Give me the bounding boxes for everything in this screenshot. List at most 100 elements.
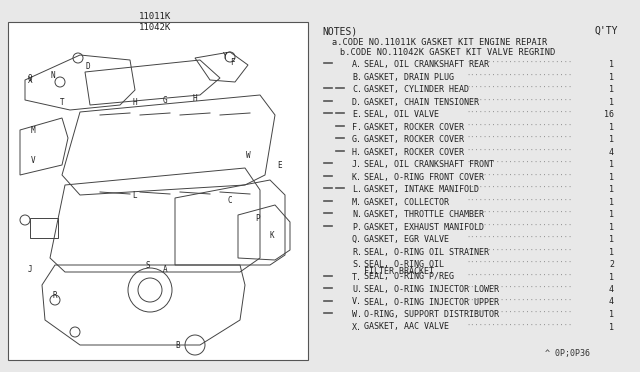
Text: M.: M. — [352, 198, 362, 206]
Text: F: F — [230, 58, 234, 67]
Text: ^ 0P;0P36: ^ 0P;0P36 — [545, 349, 590, 358]
Text: GASKET, THROTTLE CHAMBER: GASKET, THROTTLE CHAMBER — [364, 210, 484, 219]
Text: 11011K
11042K: 11011K 11042K — [139, 12, 171, 32]
Text: L.: L. — [352, 185, 362, 194]
Text: Q'TY: Q'TY — [595, 26, 618, 36]
Text: ·························: ························· — [466, 135, 572, 141]
Text: R.: R. — [352, 247, 362, 257]
Text: GASKET, CHAIN TENSIONER: GASKET, CHAIN TENSIONER — [364, 97, 479, 106]
Text: 1: 1 — [609, 173, 614, 182]
Text: H: H — [132, 97, 138, 106]
Text: GASKET, EXHAUST MANIFOLD: GASKET, EXHAUST MANIFOLD — [364, 222, 484, 231]
Text: T: T — [60, 97, 64, 106]
Text: F.: F. — [352, 122, 362, 131]
Text: GASKET, COLLECTOR: GASKET, COLLECTOR — [364, 198, 449, 206]
Text: NOTES): NOTES) — [322, 26, 357, 36]
Text: ·························: ························· — [466, 173, 572, 179]
Text: J.: J. — [352, 160, 362, 169]
Text: SEAL, O-RING OIL STRAINER: SEAL, O-RING OIL STRAINER — [364, 247, 489, 257]
Text: ·························: ························· — [466, 110, 572, 116]
Text: X: X — [28, 76, 32, 84]
Text: 1: 1 — [609, 198, 614, 206]
Text: ·························: ························· — [466, 85, 572, 91]
Text: SEAL, O-RING INJECTOR UPPER: SEAL, O-RING INJECTOR UPPER — [364, 298, 499, 307]
Text: Q.: Q. — [352, 235, 362, 244]
Text: U.: U. — [352, 285, 362, 294]
Text: b.CODE NO.11042K GASKET KIT VALVE REGRIND: b.CODE NO.11042K GASKET KIT VALVE REGRIN… — [340, 48, 556, 57]
Text: K.: K. — [352, 173, 362, 182]
Text: X.: X. — [352, 323, 362, 331]
Text: SEAL, O-RING P/REG: SEAL, O-RING P/REG — [364, 273, 454, 282]
Text: GASKET, ROCKER COVER: GASKET, ROCKER COVER — [364, 122, 464, 131]
Text: 4: 4 — [609, 285, 614, 294]
Text: H: H — [193, 93, 197, 103]
Text: 1: 1 — [609, 73, 614, 81]
Text: ·························: ························· — [466, 73, 572, 78]
Text: SEAL, OIL CRANKSHAFT FRONT: SEAL, OIL CRANKSHAFT FRONT — [364, 160, 494, 169]
Text: GASKET, ROCKER COVER: GASKET, ROCKER COVER — [364, 148, 464, 157]
Text: ·························: ························· — [466, 160, 572, 166]
Bar — [8, 22, 308, 360]
Text: 1: 1 — [609, 247, 614, 257]
Text: W.: W. — [352, 310, 362, 319]
Text: SEAL, O-RING FRONT COVER: SEAL, O-RING FRONT COVER — [364, 173, 484, 182]
Text: 4: 4 — [609, 148, 614, 157]
Text: GASKET, AAC VALVE: GASKET, AAC VALVE — [364, 323, 449, 331]
Text: Y: Y — [223, 51, 227, 61]
Text: 1: 1 — [609, 235, 614, 244]
Text: GASKET, EGR VALVE: GASKET, EGR VALVE — [364, 235, 449, 244]
Text: M: M — [31, 125, 35, 135]
Text: 1: 1 — [609, 310, 614, 319]
Text: 1: 1 — [609, 60, 614, 69]
Text: GASKET, DRAIN PLUG: GASKET, DRAIN PLUG — [364, 73, 454, 81]
Text: 16: 16 — [604, 110, 614, 119]
Text: G.: G. — [352, 135, 362, 144]
Text: GASKET, INTAKE MANIFOLD: GASKET, INTAKE MANIFOLD — [364, 185, 479, 194]
Text: N.: N. — [352, 210, 362, 219]
Text: O-RING, SUPPORT DISTRIBUTOR: O-RING, SUPPORT DISTRIBUTOR — [364, 310, 499, 319]
Text: GASKET, ROCKER COVER: GASKET, ROCKER COVER — [364, 135, 464, 144]
Text: SEAL, OIL CRANKSHAFT REAR: SEAL, OIL CRANKSHAFT REAR — [364, 60, 489, 69]
Text: N: N — [51, 71, 55, 80]
Text: D.: D. — [352, 97, 362, 106]
Text: ·························: ························· — [466, 285, 572, 291]
Text: Q: Q — [28, 74, 32, 83]
Text: 2: 2 — [609, 260, 614, 269]
Text: S: S — [146, 260, 150, 269]
Text: ·························: ························· — [466, 148, 572, 154]
Text: ·························: ························· — [466, 247, 572, 253]
Text: 1: 1 — [609, 185, 614, 194]
Text: ·························: ························· — [466, 273, 572, 279]
Text: E.: E. — [352, 110, 362, 119]
Text: T.: T. — [352, 273, 362, 282]
Text: FILTER BRACKET: FILTER BRACKET — [364, 267, 434, 276]
Text: 1: 1 — [609, 97, 614, 106]
Text: D: D — [86, 61, 90, 71]
Text: ·························: ························· — [466, 235, 572, 241]
Text: ·························: ························· — [466, 298, 572, 304]
Text: GASKET, CYLINDER HEAD: GASKET, CYLINDER HEAD — [364, 85, 469, 94]
Text: A.: A. — [352, 60, 362, 69]
Text: 1: 1 — [609, 222, 614, 231]
Text: SEAL, O-RING OIL: SEAL, O-RING OIL — [364, 260, 444, 269]
Text: 1: 1 — [609, 323, 614, 331]
Text: G: G — [163, 96, 167, 105]
Text: S.: S. — [352, 260, 362, 269]
Text: 1: 1 — [609, 160, 614, 169]
Text: P: P — [256, 214, 260, 222]
Text: 1: 1 — [609, 85, 614, 94]
Text: R: R — [52, 291, 58, 299]
Text: a.CODE NO.11011K GASKET KIT ENGINE REPAIR: a.CODE NO.11011K GASKET KIT ENGINE REPAI… — [332, 38, 547, 47]
Text: L: L — [132, 190, 138, 199]
Text: V: V — [31, 155, 35, 164]
Text: ·························: ························· — [466, 97, 572, 103]
Text: ·························: ························· — [466, 310, 572, 316]
Text: 1: 1 — [609, 135, 614, 144]
Text: 1: 1 — [609, 122, 614, 131]
Text: A: A — [163, 266, 167, 275]
Text: SEAL, OIL VALVE: SEAL, OIL VALVE — [364, 110, 439, 119]
Text: C: C — [228, 196, 232, 205]
Text: B: B — [176, 340, 180, 350]
Text: J: J — [28, 266, 32, 275]
Text: ·························: ························· — [466, 60, 572, 66]
